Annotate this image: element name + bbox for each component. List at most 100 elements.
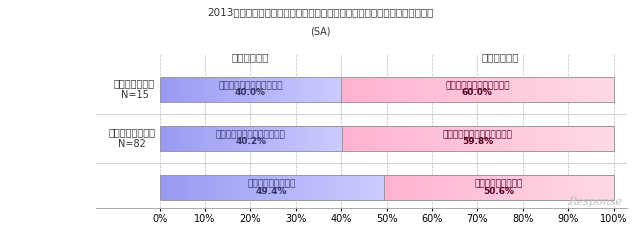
Bar [464, 126, 469, 151]
Bar [317, 175, 321, 200]
Bar [476, 175, 480, 200]
Bar [187, 126, 190, 151]
Bar [175, 126, 178, 151]
Bar [586, 126, 591, 151]
Bar [166, 76, 169, 102]
Bar [582, 76, 587, 102]
Bar [387, 76, 391, 102]
Bar [499, 175, 503, 200]
Bar [309, 175, 313, 200]
Bar [184, 76, 187, 102]
Bar [605, 76, 609, 102]
Bar [600, 76, 605, 102]
Bar [532, 76, 536, 102]
Bar [595, 126, 600, 151]
Bar [405, 126, 410, 151]
Bar [178, 76, 181, 102]
Bar [199, 76, 202, 102]
Bar [364, 76, 369, 102]
Bar [473, 76, 477, 102]
Bar [464, 175, 468, 200]
Bar [280, 76, 284, 102]
Text: 恋人と出かける
N=15: 恋人と出かける N=15 [114, 78, 155, 100]
Bar [202, 76, 205, 102]
Bar [575, 175, 579, 200]
Bar [560, 175, 564, 200]
Bar [460, 76, 464, 102]
Bar [220, 76, 223, 102]
Bar [365, 126, 369, 151]
Bar [181, 126, 184, 151]
Bar [414, 76, 419, 102]
Bar [335, 76, 339, 102]
Bar [303, 126, 306, 151]
Bar [260, 175, 264, 200]
Bar [232, 126, 236, 151]
Bar [380, 175, 384, 200]
Bar [278, 126, 282, 151]
Bar [272, 126, 275, 151]
Bar [509, 126, 515, 151]
Bar [527, 126, 532, 151]
Bar [518, 175, 522, 200]
Bar [445, 76, 451, 102]
Bar [478, 126, 483, 151]
Bar [401, 126, 406, 151]
Bar [582, 126, 587, 151]
Bar [442, 175, 445, 200]
Bar [456, 175, 461, 200]
Bar [214, 126, 218, 151]
Bar [442, 126, 446, 151]
Bar [500, 126, 505, 151]
Bar [175, 76, 178, 102]
Bar [294, 175, 298, 200]
Bar [287, 76, 290, 102]
Bar [169, 76, 172, 102]
Bar [400, 76, 405, 102]
Bar [323, 76, 326, 102]
Bar [359, 76, 364, 102]
Bar [409, 76, 414, 102]
Bar [373, 76, 378, 102]
Bar [396, 175, 399, 200]
Bar [536, 76, 541, 102]
Bar [432, 76, 436, 102]
Bar [433, 126, 437, 151]
Bar [610, 175, 614, 200]
Bar [369, 126, 374, 151]
Bar [296, 126, 300, 151]
Text: 49.4%: 49.4% [256, 186, 287, 196]
Bar [305, 126, 309, 151]
Bar [419, 76, 423, 102]
Bar [606, 175, 610, 200]
Bar [179, 175, 182, 200]
Bar [378, 76, 382, 102]
Bar [244, 76, 248, 102]
Bar [533, 175, 537, 200]
Bar [422, 175, 426, 200]
Bar [419, 175, 422, 200]
Bar [290, 76, 293, 102]
Bar [346, 175, 351, 200]
Bar [172, 76, 175, 102]
Bar [262, 76, 266, 102]
Bar [492, 126, 496, 151]
Bar [396, 126, 401, 151]
Bar [305, 76, 308, 102]
Bar [293, 126, 297, 151]
Text: ＜女性主導＞: ＜女性主導＞ [481, 52, 519, 62]
Bar [326, 76, 330, 102]
Bar [505, 126, 509, 151]
Bar [350, 76, 355, 102]
Bar [201, 175, 205, 200]
Bar [238, 175, 242, 200]
Bar [436, 76, 442, 102]
Bar [218, 126, 221, 151]
Bar [186, 175, 189, 200]
Bar [317, 76, 320, 102]
Bar [172, 126, 175, 151]
Bar [193, 126, 196, 151]
Bar [384, 175, 388, 200]
Bar [247, 76, 251, 102]
Bar [328, 175, 332, 200]
